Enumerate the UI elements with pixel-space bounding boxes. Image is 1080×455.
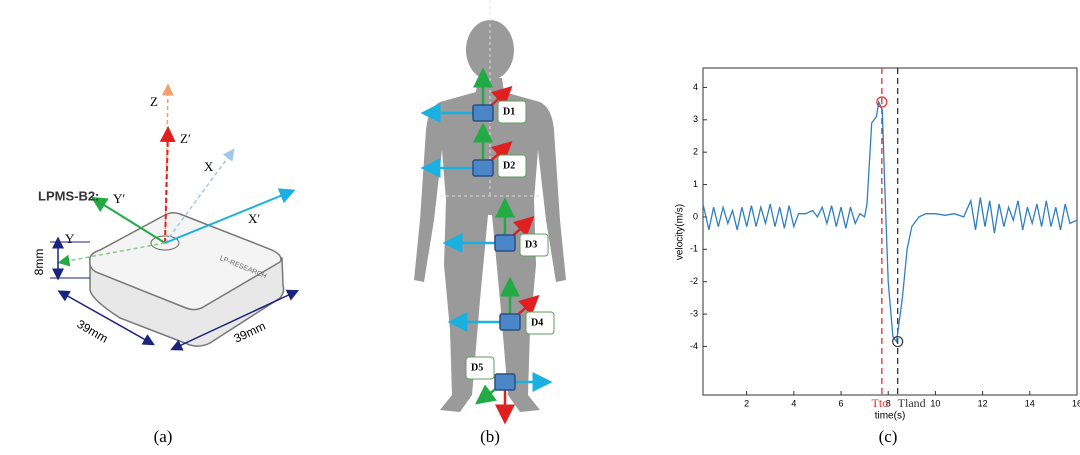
device-panel: LP-RESEARCH LPMS-B2: Z Z′ X Y′ X′ Y 8mm … xyxy=(32,83,300,351)
event-marker xyxy=(892,335,904,348)
sensor-label: D2 xyxy=(503,160,515,171)
sensor-label: D1 xyxy=(503,106,515,117)
axis-y-prime xyxy=(90,196,166,244)
sensor xyxy=(494,373,516,391)
y-tick-label: 1 xyxy=(693,179,698,189)
axis-label: X xyxy=(204,159,214,174)
event-marker xyxy=(876,96,888,108)
sensor-label-box xyxy=(519,233,549,257)
sensor-label-box xyxy=(497,100,527,124)
y-tick-label: 3 xyxy=(693,114,698,124)
device-top xyxy=(88,211,282,311)
dimension-line xyxy=(57,290,155,346)
x-tick-label: 8 xyxy=(886,398,891,408)
sensor-label: D3 xyxy=(525,239,537,250)
x-tick-label: 12 xyxy=(978,398,988,408)
x-tick-label: 10 xyxy=(930,398,940,408)
y-axis-label: velocity(m/s) xyxy=(675,204,686,260)
sensor xyxy=(494,234,516,252)
sensor-label-box xyxy=(497,154,527,178)
x-tick-label: 4 xyxy=(791,398,796,408)
sensor xyxy=(499,313,521,331)
axis-z xyxy=(161,83,174,244)
y-tick-label: 2 xyxy=(693,147,698,157)
caption: (b) xyxy=(480,427,500,446)
y-tick-label: -4 xyxy=(690,341,698,351)
event-label: Tland xyxy=(898,396,926,410)
axis-label: Y xyxy=(65,231,75,246)
line-series xyxy=(702,99,1078,344)
axis-label: X′ xyxy=(248,211,260,226)
y-tick-label: -2 xyxy=(690,276,698,286)
y-tick-label: 0 xyxy=(693,211,698,221)
sensor-label: D4 xyxy=(531,317,543,328)
plot-frame xyxy=(702,67,1078,396)
axis-y xyxy=(57,242,166,267)
y-tick-label: -1 xyxy=(690,244,698,254)
device-button xyxy=(150,235,180,251)
axis-label: Y′ xyxy=(113,191,125,206)
x-tick-label: 14 xyxy=(1025,398,1035,408)
axis-z-prime xyxy=(159,126,176,244)
dimension-label: 8mm xyxy=(32,249,46,276)
axis-label: Z xyxy=(150,94,158,109)
dimension-line xyxy=(170,289,300,351)
axis-label: Z′ xyxy=(180,131,191,146)
sensor-label: D5 xyxy=(471,362,483,373)
sensor xyxy=(472,159,494,177)
device-title: LPMS-B2: xyxy=(38,188,99,203)
x-tick-label: 6 xyxy=(839,398,844,408)
x-tick-label: 16 xyxy=(1072,398,1080,408)
event-label: Tto xyxy=(872,396,889,410)
sensor-label-box xyxy=(525,311,555,335)
body-panel xyxy=(414,0,566,412)
x-axis-label: time(s) xyxy=(875,411,906,422)
sensor xyxy=(472,104,494,122)
axis-x-prime xyxy=(164,188,296,244)
dimension-label: 39mm xyxy=(74,317,110,346)
sensor-label-box xyxy=(465,356,495,380)
caption: (a) xyxy=(154,427,173,446)
y-tick-label: 4 xyxy=(693,82,698,92)
x-tick-label: 2 xyxy=(744,398,749,408)
axis-x xyxy=(164,148,235,244)
caption: (c) xyxy=(879,427,898,446)
y-tick-label: -3 xyxy=(690,308,698,318)
